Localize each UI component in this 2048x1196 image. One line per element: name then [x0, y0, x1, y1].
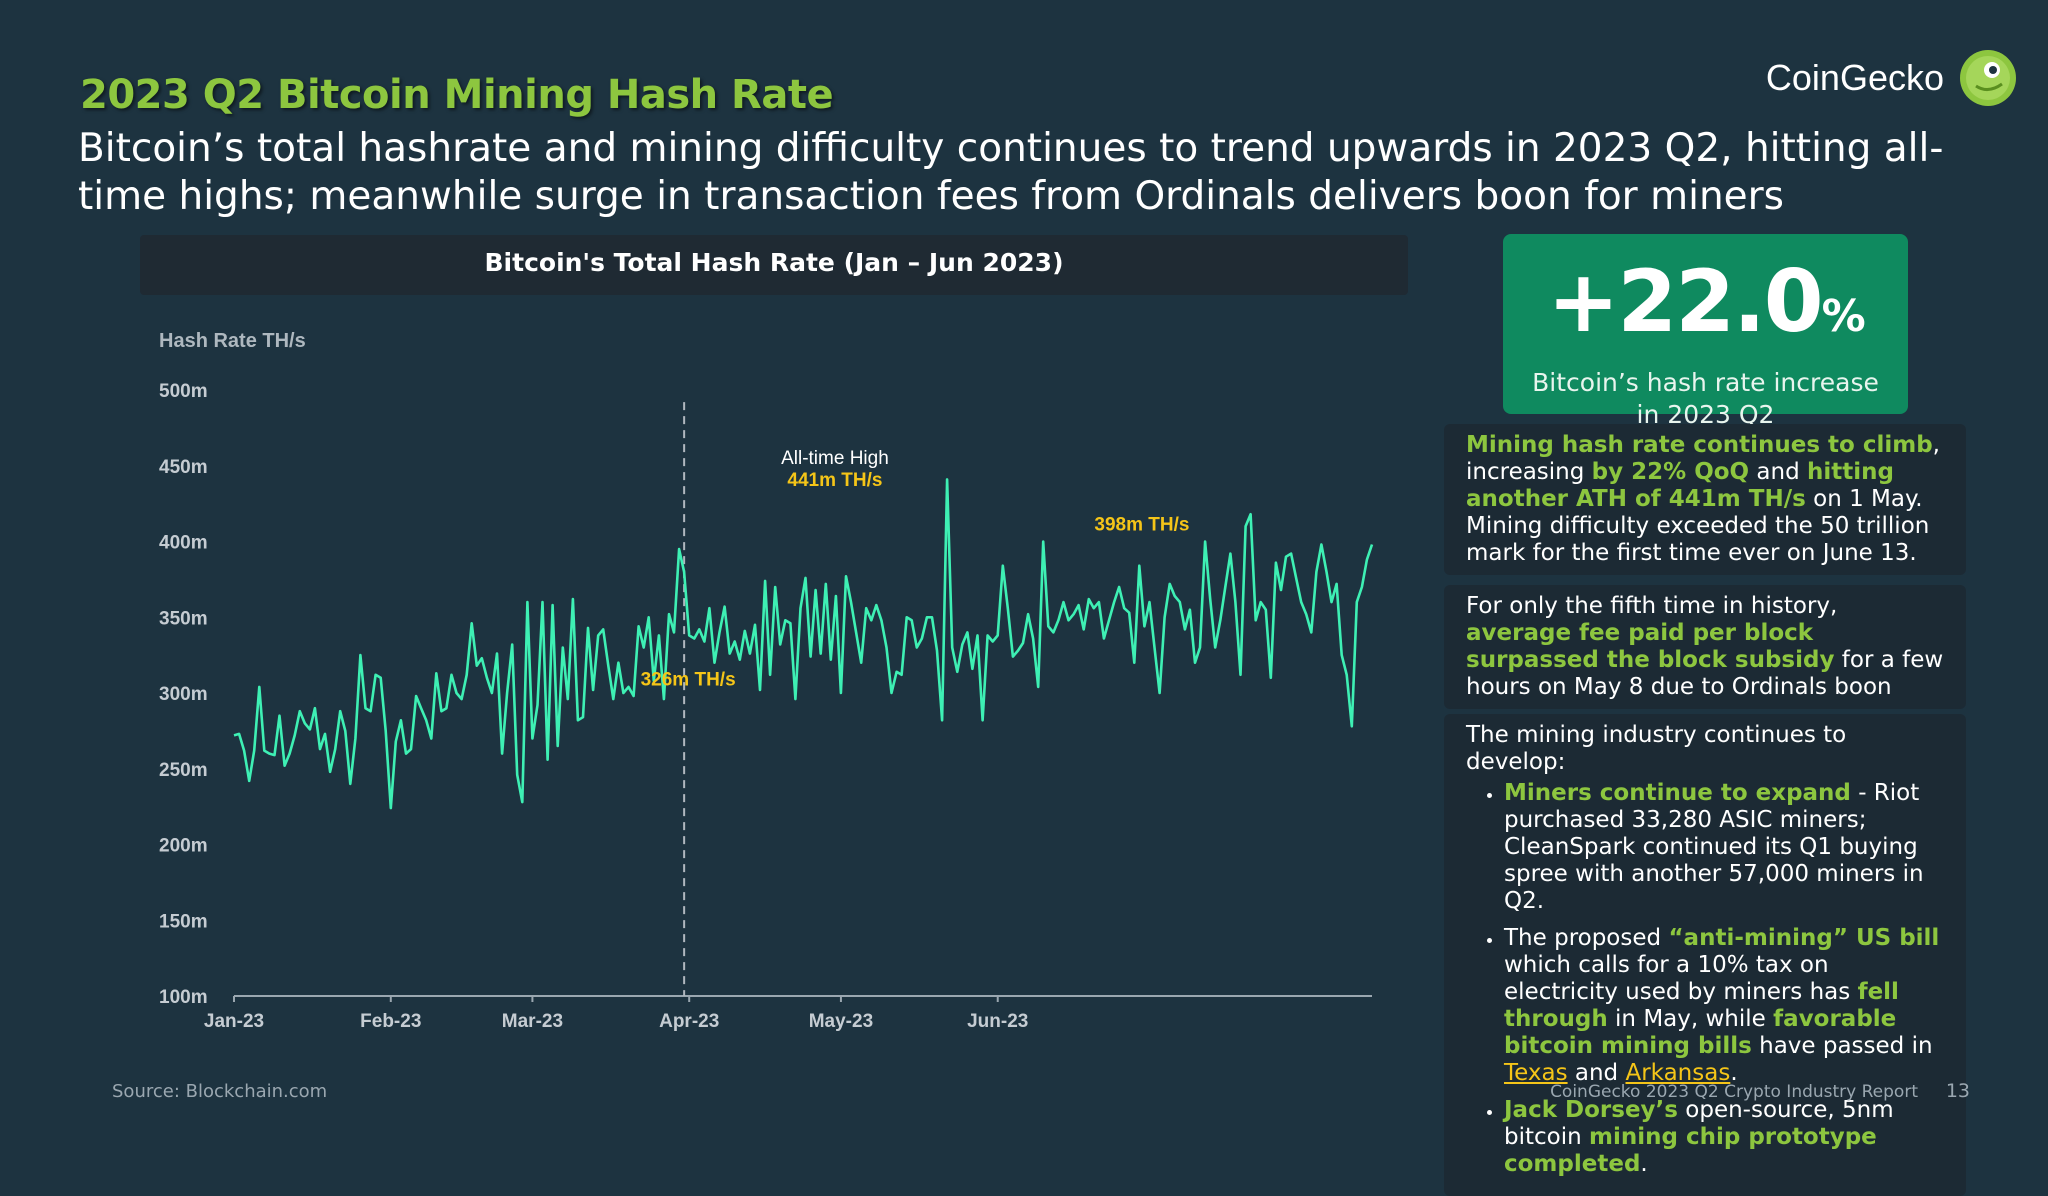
x-tick-label: Mar-23 [502, 1011, 563, 1032]
y-tick-label: 100m [159, 987, 208, 1008]
industry-list: Miners continue to expand - Riot purchas… [1466, 780, 1944, 1178]
y-tick-label: 400m [159, 533, 208, 554]
y-axis-label: Hash Rate TH/s [159, 330, 306, 352]
y-axis: Hash Rate TH/s 100m 150m 200m 250m 300m 350m 40… [159, 330, 306, 1008]
x-tick-label: May-23 [809, 1011, 873, 1032]
x-tick-label: Feb-23 [360, 1011, 421, 1032]
arkansas-link[interactable]: Arkansas [1625, 1060, 1731, 1086]
end-value-label: 398m TH/s [1094, 514, 1189, 535]
hash-rate-chart: Hash Rate TH/s 100m 150m 200m 250m 300m 350m 40… [159, 330, 1374, 1032]
report-name: CoinGecko 2023 Q2 Crypto Industry Report [1550, 1082, 1918, 1102]
industry-intro: The mining industry continues to develop… [1466, 722, 1847, 775]
gecko-icon [1960, 50, 2016, 106]
x-tick-label: Apr-23 [659, 1011, 719, 1032]
page-subtitle: Bitcoin’s total hashrate and mining diff… [78, 126, 1944, 219]
x-axis: Jan-23 Feb-23 Mar-23 Apr-23 May-23 Jun-23 [204, 995, 1372, 1032]
y-tick-label: 200m [159, 836, 208, 857]
y-tick-label: 250m [159, 760, 208, 781]
y-tick-label: 150m [159, 911, 208, 932]
hash-rate-series-line [233, 478, 1374, 810]
chart-title: Bitcoin's Total Hash Rate (Jan – Jun 202… [484, 248, 1064, 277]
page-title: 2023 Q2 Bitcoin Mining Hash Rate [80, 72, 834, 118]
y-tick-label: 300m [159, 684, 208, 705]
list-item: Jack Dorsey’s open-source, 5nm bitcoin m… [1504, 1097, 1944, 1178]
stat-label-1: Bitcoin’s hash rate increase [1532, 368, 1879, 397]
y-tick-label: 350m [159, 608, 208, 629]
industry-card: The mining industry continues to develop… [1444, 714, 1966, 1196]
x-tick-label: Jan-23 [204, 1011, 264, 1032]
fees-card: For only the fifth time in history, aver… [1444, 585, 1966, 709]
x-tick-label: Jun-23 [967, 1011, 1028, 1032]
stat-value: +22.0% [1547, 252, 1865, 352]
chart-title-bar [140, 235, 1408, 295]
y-tick-label: 450m [159, 457, 208, 478]
stat-box: +22.0% Bitcoin’s hash rate increase in 2… [1503, 234, 1908, 429]
coingecko-logo: CoinGecko [1766, 48, 2018, 108]
list-item: Miners continue to expand - Riot purchas… [1504, 780, 1944, 915]
q2-start-value-label: 326m TH/s [641, 670, 736, 691]
page-number: 13 [1945, 1080, 1970, 1102]
logo-text: CoinGecko [1765, 57, 1944, 98]
ath-value-label: 441m TH/s [787, 470, 882, 491]
texas-link[interactable]: Texas [1504, 1060, 1568, 1086]
ath-label: All-time High [781, 448, 889, 469]
hash-rate-card: Mining hash rate continues to climb, inc… [1444, 424, 1966, 575]
list-item: The proposed “anti-mining” US bill which… [1504, 925, 1944, 1087]
y-tick-label: 500m [159, 381, 208, 402]
source-note: Source: Blockchain.com [112, 1081, 328, 1102]
